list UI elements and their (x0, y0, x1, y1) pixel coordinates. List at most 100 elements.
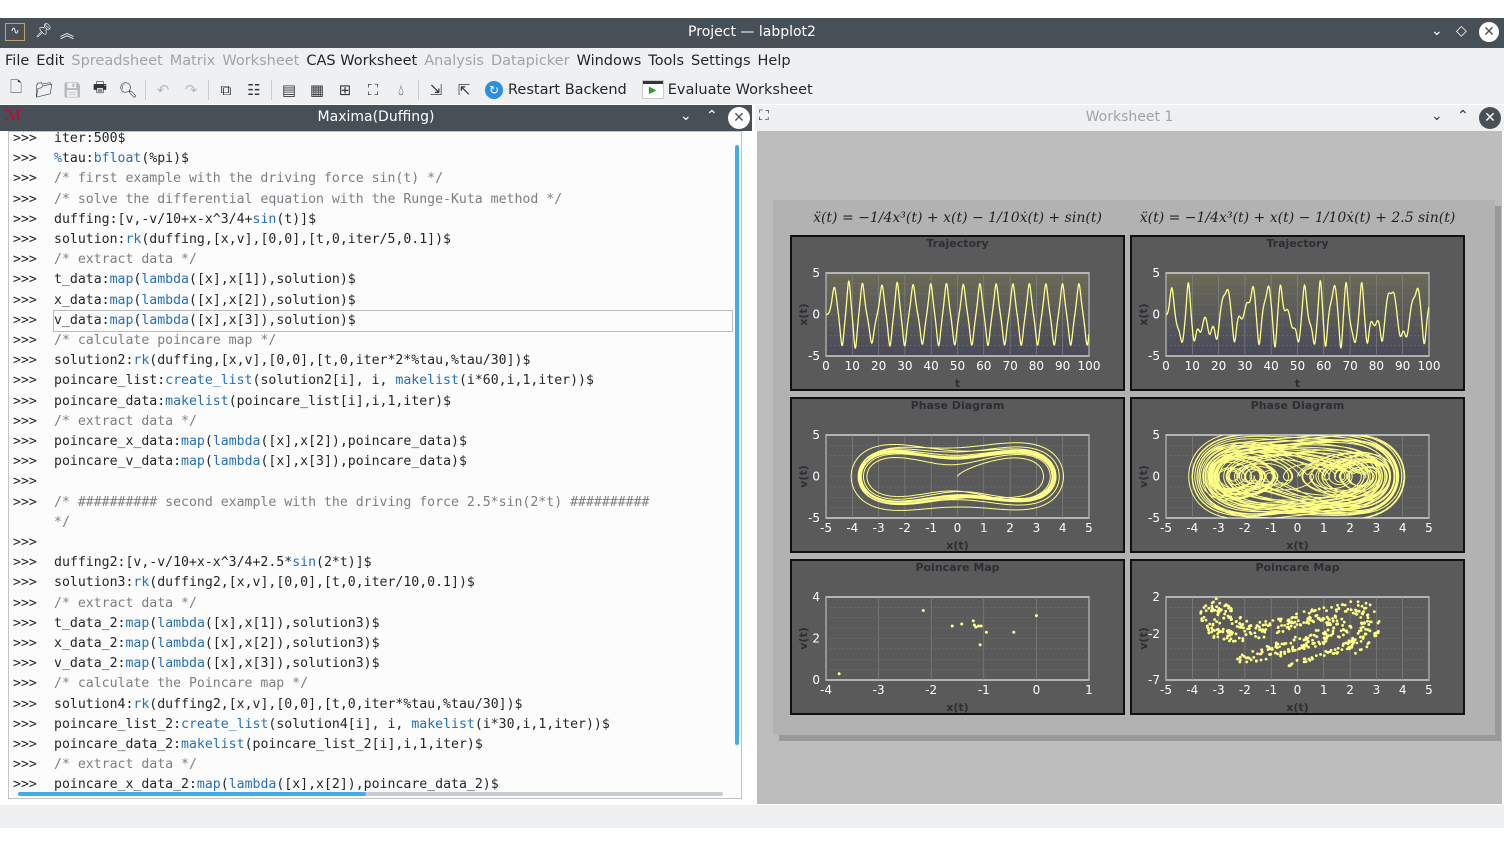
export-icon[interactable]: ⇱ (457, 80, 471, 99)
code-line[interactable]: >>> /* extract data */ (9, 755, 734, 775)
data-point (1227, 616, 1231, 619)
print-icon[interactable]: 🖶 (92, 78, 108, 96)
code-line[interactable]: >>> solution2:rk(duffing,[x,v],[0,0],[t,0… (9, 351, 734, 371)
code-line[interactable]: >>> poincare_data:makelist(poincare_list[… (9, 392, 734, 412)
import-icon[interactable]: ⇲ (429, 80, 443, 99)
plot-phase-diagram[interactable]: Phase Diagram -5 -4 -3 -2 -1 0 1 2 3 4 5 -5 0 5 x(t) v(t… (1130, 397, 1465, 553)
vertical-scrollbar[interactable] (735, 145, 739, 745)
code-line[interactable]: >>> /* calculate the Poincare map */ (9, 674, 734, 694)
code-line[interactable]: >>> /* solve the differential equation wi… (9, 190, 734, 210)
code-line[interactable]: >>> /* extract data */ (9, 412, 734, 432)
code-line[interactable]: >>> poincare_x_data_2:map(lambda([x],x[2]… (9, 775, 734, 795)
code-line[interactable]: >>> /* ########## second example with the… (9, 493, 734, 513)
redo-icon[interactable]: ↷ (184, 80, 198, 99)
code-line[interactable]: >>> /* calculate poincare map */ (9, 331, 734, 351)
code-line[interactable]: >>> duffing:[v,-v/10+x-x^3/4+sin(t)]$ (9, 210, 734, 230)
code-line[interactable]: >>> /* first example with the driving for… (9, 169, 734, 189)
plot-trajectory[interactable]: Trajectory 0 10 20 30 40 50 60 70 80 90 100 -5 0 5 t x(t… (790, 235, 1125, 391)
code-line[interactable]: >>> /* extract data */ (9, 594, 734, 614)
code-line[interactable]: >>> poincare_list:create_list(solution2[i… (9, 371, 734, 391)
menu-windows[interactable]: Windows (576, 53, 642, 69)
plot-trajectory[interactable]: Trajectory 0 10 20 30 40 50 60 70 80 90 100 -5 0 5 t x(t… (1130, 235, 1465, 391)
data-point (1287, 649, 1291, 653)
code-line[interactable]: >>> t_data_2:map(lambda([x],x[1]),solutio… (9, 614, 734, 634)
code-line[interactable]: >>> solution4:rk(duffing2,[x,v],[0,0],[t,… (9, 695, 734, 715)
close-panel-button[interactable]: ✕ (728, 107, 750, 129)
datapicker-icon[interactable]: 💧︎ (397, 80, 404, 99)
code-line[interactable]: */ (9, 513, 734, 533)
maximize-icon[interactable]: ◇ (1456, 23, 1467, 39)
code-line[interactable]: >>> duffing2:[v,-v/10+x-x^3/4+2.5*sin(2*t… (9, 553, 734, 573)
code-line[interactable]: >>> solution:rk(duffing,[x,v],[0,0],[t,0,… (9, 230, 734, 250)
data-point (1366, 642, 1370, 646)
data-point (1219, 630, 1222, 633)
menu-file[interactable]: File (5, 53, 30, 69)
code-line[interactable]: >>> v_data_2:map(lambda([x],x[3]),solutio… (9, 654, 734, 674)
list-view-icon[interactable]: ☷ (247, 80, 261, 99)
new-workbook-icon[interactable]: ⊞ (338, 80, 352, 99)
menu-matrix[interactable]: Matrix (169, 53, 216, 69)
data-point (1238, 616, 1242, 620)
evaluate-worksheet-button[interactable]: ▶ Evaluate Worksheet (642, 81, 813, 98)
cas-editor[interactable]: >>> iter:500$ >>> %tau:bfloat(%pi)$ >>> /* fi… (8, 131, 742, 799)
close-window-button[interactable]: ✕ (1479, 22, 1499, 42)
data-point (1228, 633, 1232, 637)
menu-worksheet[interactable]: Worksheet (222, 53, 300, 69)
code-line[interactable]: >>> x_data_2:map(lambda([x],x[2]),solutio… (9, 634, 734, 654)
menu-spreadsheet[interactable]: Spreadsheet (71, 53, 163, 69)
menu-tools[interactable]: Tools (648, 53, 685, 69)
close-panel-button[interactable]: ✕ (1479, 107, 1501, 129)
code-line[interactable]: >>> %tau:bfloat(%pi)$ (9, 149, 734, 169)
data-point (1322, 606, 1326, 609)
new-matrix-icon[interactable]: ▦ (309, 80, 325, 99)
code-line[interactable]: >>> solution3:rk(duffing2,[x,v],[0,0],[t,… (9, 573, 734, 593)
data-point (1337, 635, 1341, 639)
code-text: /* extract data */ (54, 252, 197, 268)
menu-datapicker[interactable]: Datapicker (490, 53, 570, 69)
code-line[interactable]: >>> (9, 472, 734, 492)
new-file-icon[interactable]: 🗋 (9, 78, 23, 96)
data-point (1216, 635, 1220, 639)
chevron-up-icon[interactable]: ⌃ (1457, 108, 1469, 124)
print-preview-icon[interactable]: 🔍︎ (118, 80, 138, 99)
menu-settings[interactable]: Settings (691, 53, 751, 69)
open-folder-icon[interactable]: 📁︎ (34, 80, 54, 99)
code-line[interactable]: >>> poincare_v_data:map(lambda([x],x[3]),… (9, 452, 734, 472)
menu-analysis[interactable]: Analysis (424, 53, 484, 69)
data-point (1259, 658, 1263, 662)
code-line[interactable]: >>> x_data:map(lambda([x],x[2]),solution)… (9, 291, 734, 311)
code-line[interactable]: >>> t_data:map(lambda([x],x[1]),solution)… (9, 270, 734, 290)
code-line[interactable]: >>> poincare_x_data:map(lambda([x],x[2]),… (9, 432, 734, 452)
plot-phase-diagram[interactable]: Phase Diagram -5 -4 -3 -2 -1 0 1 2 3 4 5 -5 0 5 x(t) v(t… (790, 397, 1125, 553)
code-line[interactable]: >>> poincare_data_2:makelist(poincare_lis… (9, 735, 734, 755)
horizontal-scrollbar[interactable] (18, 792, 723, 796)
tree-view-icon[interactable]: ⧉ (220, 80, 232, 99)
code-line[interactable]: >>> iter:500$ (9, 132, 734, 149)
undo-icon[interactable]: ↶ (156, 80, 170, 99)
plot-poincare-map[interactable]: Poincare Map -5 -4 -3 -2 -1 0 1 2 3 4 5 -7 -2 2 x(t) v(t… (1130, 559, 1465, 715)
chevron-up-icon[interactable]: ⌃ (706, 108, 718, 124)
chevron-down-icon[interactable]: ⌄ (680, 108, 692, 124)
plot-poincare-map[interactable]: Poincare Map -4 -3 -2 -1 0 1 0 2 4 x(t) v(t) (790, 559, 1125, 715)
new-spreadsheet-icon[interactable]: ▤ (281, 80, 297, 99)
menu-edit[interactable]: Edit (36, 53, 65, 69)
code-line[interactable]: >>> poincare_list_2:create_list(solution4… (9, 715, 734, 735)
data-point (1328, 650, 1332, 654)
minimize-icon[interactable]: ⌄ (1431, 23, 1443, 39)
data-point (1324, 639, 1328, 643)
menu-help[interactable]: Help (757, 53, 791, 69)
chevron-down-icon[interactable]: ⌄ (1431, 108, 1443, 124)
code-line[interactable]: >>> (9, 533, 734, 553)
pin-icon[interactable]: 📌︎ (35, 23, 53, 39)
save-icon[interactable]: 💾︎ (62, 80, 82, 99)
code-line[interactable]: >>> v_data:map(lambda([x],x[3]),solution)… (9, 309, 734, 332)
data-point (1361, 612, 1365, 616)
code-line[interactable]: >>> /* extract data */ (9, 250, 734, 270)
data-point (978, 643, 982, 647)
new-worksheet-icon[interactable]: ⛶ (367, 80, 379, 99)
restart-backend-button[interactable]: ↻ Restart Backend (485, 80, 627, 99)
menu-cas-worksheet[interactable]: CAS Worksheet (306, 53, 418, 69)
x-tick-label: -1 (1265, 521, 1277, 535)
keep-above-icon[interactable]: ︽ (60, 26, 74, 42)
y-tick-label: -2 (1148, 627, 1160, 641)
